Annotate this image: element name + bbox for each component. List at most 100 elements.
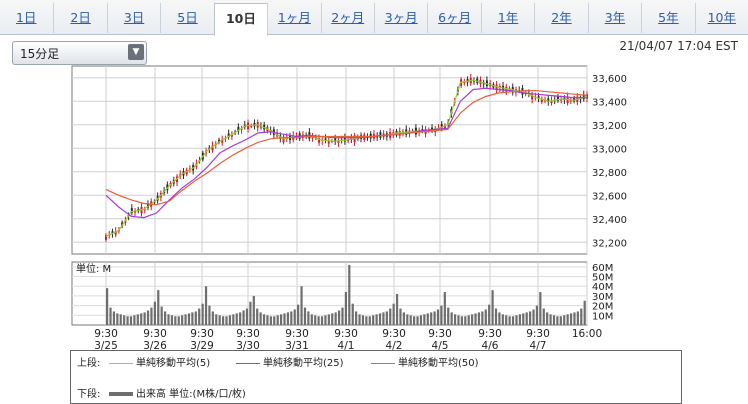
price-y-tick: 33,600 [592,74,627,85]
legend-ma5-label: 単純移動平均(5) [136,358,211,369]
volume-bar [228,315,232,325]
volume-bar [433,311,436,325]
volume-bar [208,305,211,325]
volume-bar [163,311,167,325]
x-tick-date: 4/1 [338,340,355,350]
volume-bar [576,311,579,325]
volume-bar [150,307,153,325]
tab-13[interactable]: 10年 [694,3,748,33]
volume-bar [140,313,143,325]
legend-volume: 出来高 単位:(M株/口/枚) [109,385,246,400]
volume-bar [307,311,310,325]
volume-bar [419,315,423,325]
volume-bar [106,288,109,325]
tab-9[interactable]: 1年 [480,3,534,33]
volume-bar [266,315,269,325]
volume-bar [535,305,539,325]
tab-6[interactable]: 2ヶ月 [320,3,374,33]
candle-body [221,139,224,143]
tab-11[interactable]: 3年 [587,3,641,33]
volume-bar [525,312,528,325]
volume-bar [194,311,197,325]
volume-bar [549,314,552,325]
chevron-down-icon[interactable]: ▼ [128,44,144,60]
volume-bar [409,315,412,325]
volume-bar [235,313,238,325]
volume-bar [501,314,504,325]
volume-bar [348,264,351,325]
volume-bar [355,311,358,325]
volume-bar [505,315,508,325]
tab-1[interactable]: 2日 [53,3,106,33]
interval-select[interactable]: 15分足 ▼ [12,41,147,65]
volume-bar [191,312,194,325]
volume-bar [351,303,354,325]
volume-bar [211,311,214,325]
tab-4[interactable]: 10日 [213,3,269,36]
volume-bar [542,308,545,325]
volume-bar [573,312,576,325]
volume-bar [341,307,344,325]
candle-body [547,98,550,102]
volume-bar [443,292,446,325]
volume-bar [252,295,255,325]
legend-ma25: 単純移動平均(25) [236,354,344,369]
tab-2[interactable]: 3日 [106,3,160,33]
candle-body [334,138,337,142]
volume-bar [249,301,252,325]
volume-bar [416,316,419,325]
candle-body [114,231,117,235]
tab-7[interactable]: 3ヶ月 [374,3,427,33]
price-plot-area [71,65,588,255]
volume-bar [317,316,320,325]
volume-bar [423,314,426,325]
candle-body [421,129,424,131]
volume-bar [583,300,586,325]
tab-5[interactable]: 1ヶ月 [267,3,320,33]
tab-3[interactable]: 5日 [160,3,213,33]
volume-bar [153,301,156,325]
candle-body [314,136,317,138]
legend-volume-label: 出来高 単位:(M株/口/枚) [136,389,246,400]
candle-body [130,208,133,213]
volume-bar [314,315,317,325]
tab-10[interactable]: 2年 [534,3,587,33]
volume-bar [143,312,146,325]
volume-bar [256,308,259,325]
candle-body [250,125,253,127]
price-chart: 33,600 33,400 33,200 33,000 32,800 32,600 32,4… [71,65,627,350]
tab-0[interactable]: 1日 [15,10,37,25]
volume-bar [368,316,371,325]
x-tick-time: 9:30 [190,328,214,340]
candle-body [237,126,240,132]
volume-y-tick: 10M [592,311,613,322]
candle-body [556,96,559,101]
volume-bar [204,286,208,325]
volume-bar [484,309,487,325]
volume-bar [293,309,296,325]
volume-bar [518,314,521,325]
volume-bar [426,313,429,325]
volume-bar [529,311,532,325]
candle-body [531,94,534,100]
volume-bar [232,314,235,325]
tab-12[interactable]: 5年 [641,3,694,33]
candle-body [440,124,443,128]
volume-bar [453,314,457,325]
volume-bar [283,313,286,325]
volume-bar [303,307,307,325]
volume-bar [508,316,511,325]
volume-bar [290,311,293,325]
volume-bar [225,316,228,325]
tab-8[interactable]: 6ヶ月 [427,3,480,33]
volume-bar [136,314,139,325]
volume-bar [413,316,416,325]
volume-bar [279,314,283,325]
volume-y-tick: 60M [592,263,613,274]
candle-body [217,139,220,143]
volume-bar [375,314,378,325]
x-tick-date: 4/5 [432,340,449,350]
volume-bar [488,304,491,325]
candle-body [240,128,243,130]
ma-line-ma50 [105,90,588,206]
